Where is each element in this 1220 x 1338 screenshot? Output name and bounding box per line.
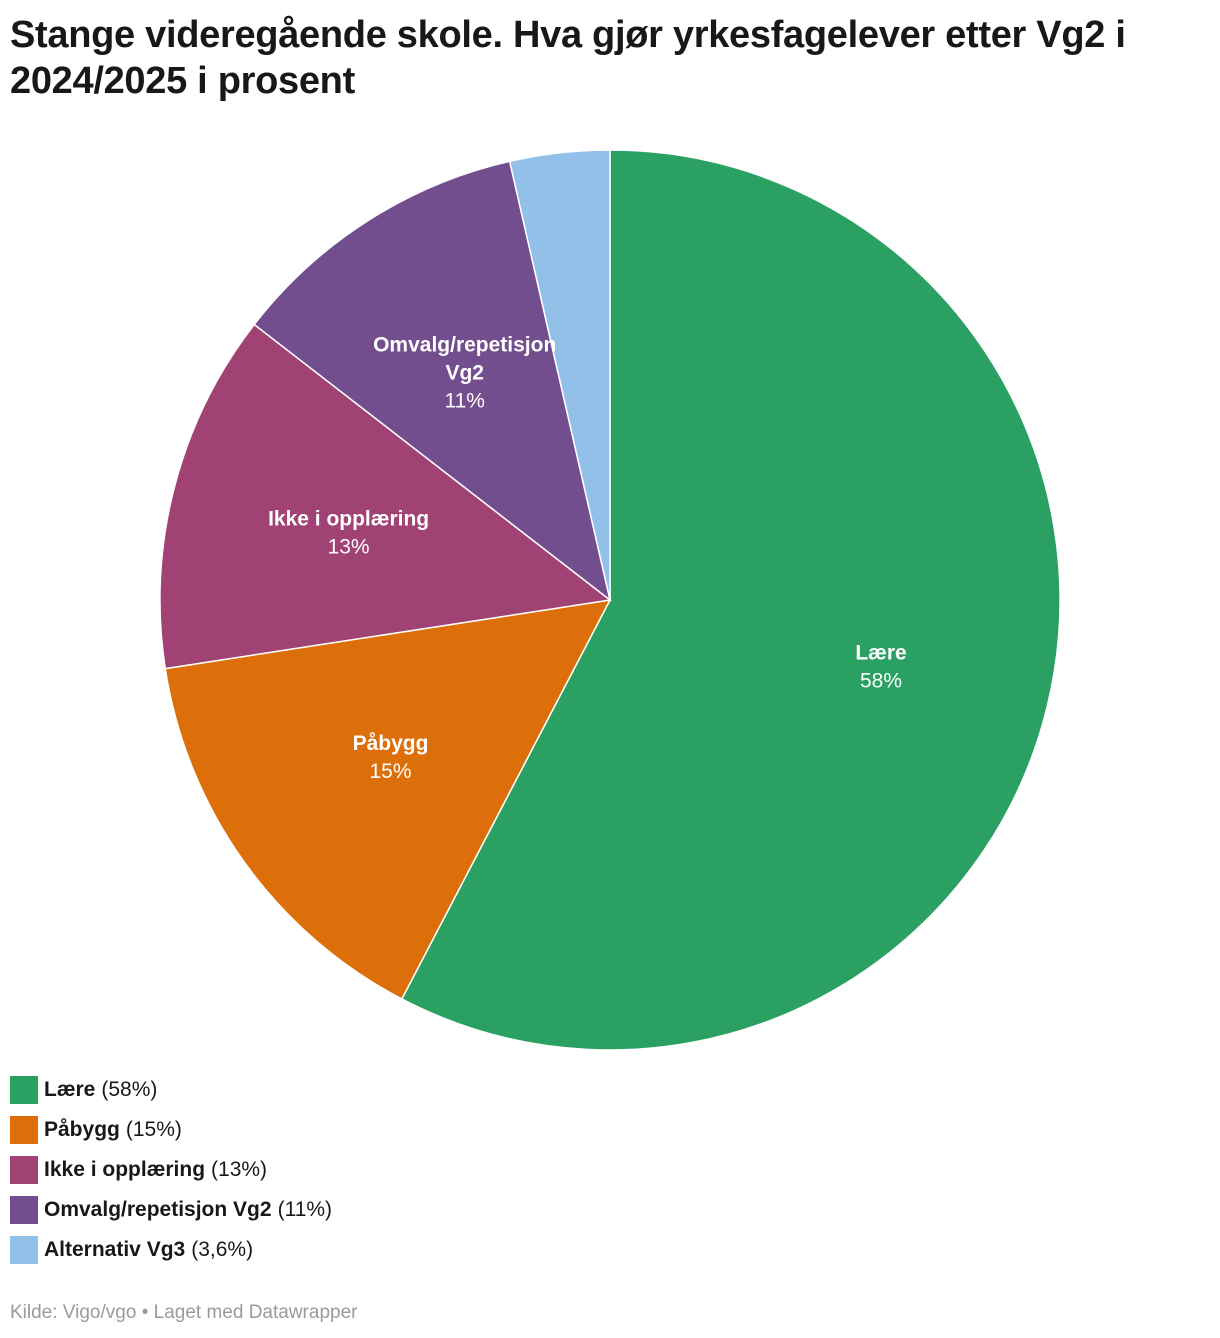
slice-label-value: 13% <box>328 535 370 558</box>
source-text: Kilde: Vigo/vgo <box>10 1302 137 1323</box>
legend-value: (11%) <box>277 1198 333 1221</box>
footer: Kilde: Vigo/vgo • Laget med Datawrapper <box>10 1302 357 1324</box>
legend-swatch <box>10 1196 38 1224</box>
legend-item-pabygg: Påbygg (15%) <box>10 1110 332 1150</box>
legend: Lære (58%) Påbygg (15%) Ikke i opplæring (13%… <box>10 1070 332 1270</box>
slice-label-value: 11% <box>444 389 484 412</box>
slice-label-name: Påbygg <box>353 732 429 755</box>
legend-label: Ikke i opplæring <box>44 1158 206 1181</box>
pie-slice-omvalg-repetisjon-vg2 <box>253 160 612 602</box>
slice-label-omvalg-repetisjon-vg2: Omvalg/repetisjon Vg2 11% <box>373 333 556 412</box>
legend-label: Lære <box>44 1078 96 1101</box>
slice-label-name: Vg2 <box>445 361 484 384</box>
legend-item-alternativ-vg3: Alternativ Vg3 (3,6%) <box>10 1230 332 1270</box>
legend-swatch <box>10 1236 38 1264</box>
legend-value: (58%) <box>101 1078 158 1101</box>
legend-swatch <box>10 1076 38 1104</box>
pie-slice-alternativ-vg3 <box>508 149 611 601</box>
pie-slice-ikke-i-opplaering <box>159 323 612 670</box>
legend-label: Påbygg <box>44 1118 120 1141</box>
legend-label: Alternativ Vg3 <box>44 1238 186 1261</box>
slice-label-name: Lære <box>855 641 906 664</box>
legend-item-ikke-i-opplaering: Ikke i opplæring (13%) <box>10 1150 332 1190</box>
slice-label-ikke-i-opplaering: Ikke i opplæring 13% <box>268 507 429 558</box>
footer-separator: • <box>141 1302 149 1323</box>
legend-value: (3,6%) <box>191 1238 254 1261</box>
slice-label-name: Ikke i opplæring <box>268 507 429 530</box>
credit-link[interactable]: Laget med Datawrapper <box>153 1302 358 1323</box>
slice-label-pabygg: Påbygg 15% <box>353 732 429 783</box>
pie-slice-pabygg <box>164 599 612 1000</box>
slice-label-value: 58% <box>860 669 902 692</box>
legend-item-omvalg-repetisjon-vg2: Omvalg/repetisjon Vg2 (11%) <box>10 1190 332 1230</box>
slice-label-laere: Lære 58% <box>855 641 906 692</box>
pie-chart: Lære 58% Påbygg 15% Ikke i opplæring 13% Omval… <box>159 149 1061 1051</box>
legend-swatch <box>10 1156 38 1184</box>
legend-value: (13%) <box>211 1158 268 1181</box>
pie-slice-laere <box>400 149 1061 1051</box>
legend-swatch <box>10 1116 38 1144</box>
legend-value: (15%) <box>125 1118 182 1141</box>
slice-label-name: Omvalg/repetisjon <box>373 333 556 356</box>
slice-label-value: 15% <box>369 760 411 783</box>
legend-label: Omvalg/repetisjon Vg2 <box>44 1198 272 1221</box>
chart-title: Stange videregående skole. Hva gjør yrke… <box>10 14 1126 102</box>
legend-item-laere: Lære (58%) <box>10 1070 332 1110</box>
